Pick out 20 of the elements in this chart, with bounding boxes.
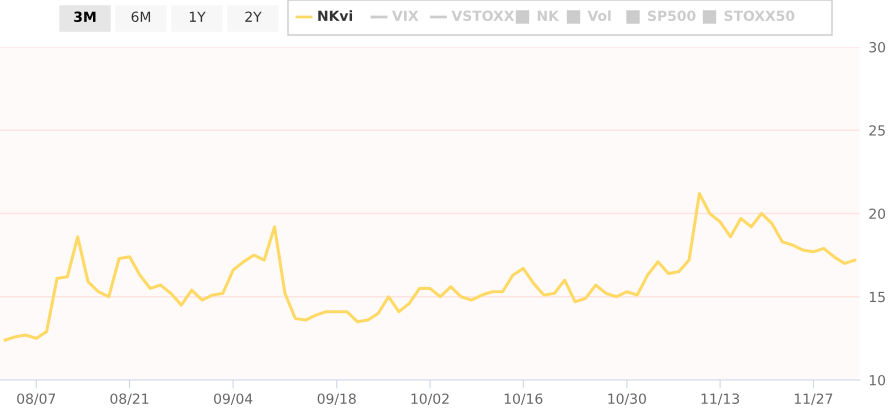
x-tick-label: 10/02 <box>412 393 449 406</box>
y-tick-label: 25 <box>869 125 885 136</box>
x-tick-label: 09/18 <box>318 393 356 406</box>
text: 6M <box>132 12 150 22</box>
x-tick-label: 08/21 <box>110 393 148 406</box>
legend-label: NKvi <box>318 10 352 21</box>
y-tick-label: 15 <box>870 292 885 302</box>
x-tick-label: 11/27 <box>794 393 832 406</box>
line-series <box>4 192 856 342</box>
text: 2Y <box>245 12 262 22</box>
x-tick-label: 11/13 <box>702 393 740 406</box>
x-tick-label: 10/30 <box>608 393 646 406</box>
x-tick-label: 09/04 <box>214 393 252 406</box>
x-tick-label: 10/16 <box>504 393 542 406</box>
x-tick-label: 08/07 <box>17 393 56 406</box>
y-tick-label: 20 <box>869 208 886 219</box>
y-tick-label: 30 <box>869 42 886 52</box>
text: 3M <box>74 12 96 22</box>
text: 1Y <box>190 12 206 22</box>
y-tick-label: 10 <box>870 374 886 386</box>
